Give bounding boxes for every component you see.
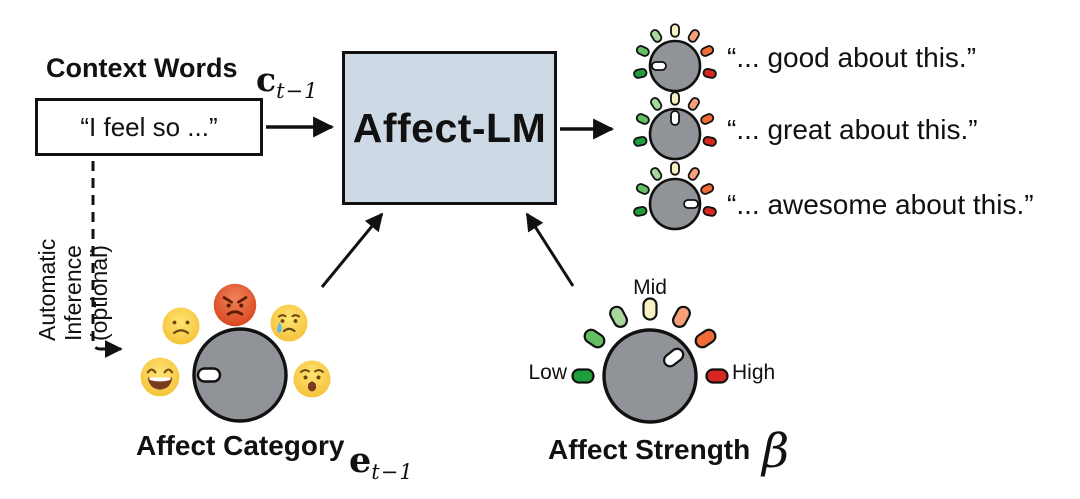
mid-tick-label: Mid	[633, 276, 667, 299]
category-symbol-base: e	[349, 440, 372, 481]
context-words-label: Context Words	[46, 53, 238, 83]
inference-note-line: Automatic	[34, 238, 60, 341]
affect-lm-title: Affect-LM	[352, 104, 547, 151]
affect-strength-label: Affect Strength	[548, 434, 751, 465]
output-text: “... great about this.”	[727, 114, 978, 145]
context-input-box: “I feel so ...”	[35, 98, 263, 156]
frowning-face-emoji	[162, 307, 200, 345]
inference-note-line: (optional)	[86, 245, 112, 341]
strength-symbol-beta: β	[762, 424, 790, 479]
context-symbol-subscript: t−1	[276, 79, 319, 103]
low-tick-label: Low	[528, 361, 567, 384]
output-text: “... awesome about this.”	[727, 189, 1034, 220]
category-symbol: et−1	[349, 440, 414, 484]
affect-category-label: Affect Category	[136, 430, 345, 461]
context-input-text: “I feel so ...”	[80, 111, 218, 142]
automatic-inference-note: Automatic Inference (optional)	[34, 159, 112, 341]
fearful-face-emoji	[293, 360, 331, 398]
output-text: “... good about this.”	[727, 42, 977, 73]
high-tick-label: High	[732, 361, 776, 384]
output-knob-low	[633, 23, 717, 93]
affect-lm-box: Affect-LM	[342, 51, 557, 205]
category-symbol-subscript: t−1	[371, 460, 414, 484]
affect-category-knob	[192, 327, 288, 423]
context-symbol-base: c	[256, 60, 277, 99]
output-knob-mid	[633, 91, 717, 161]
context-symbol: ct−1	[256, 60, 319, 103]
inference-note-line: Inference	[60, 245, 86, 341]
affect-strength-knob	[571, 297, 729, 424]
angry-face-emoji	[213, 283, 257, 327]
grinning-face-emoji	[140, 357, 180, 397]
crying-face-emoji	[270, 304, 308, 342]
output-knob-high	[633, 161, 717, 231]
